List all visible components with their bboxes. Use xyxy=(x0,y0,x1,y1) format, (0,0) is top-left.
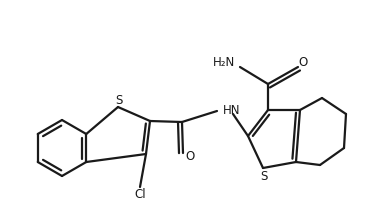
Text: S: S xyxy=(115,93,123,107)
Text: S: S xyxy=(260,169,268,182)
Text: O: O xyxy=(298,56,307,70)
Text: HN: HN xyxy=(223,103,240,116)
Text: O: O xyxy=(185,149,195,163)
Text: H₂N: H₂N xyxy=(213,56,235,68)
Text: Cl: Cl xyxy=(134,188,146,202)
